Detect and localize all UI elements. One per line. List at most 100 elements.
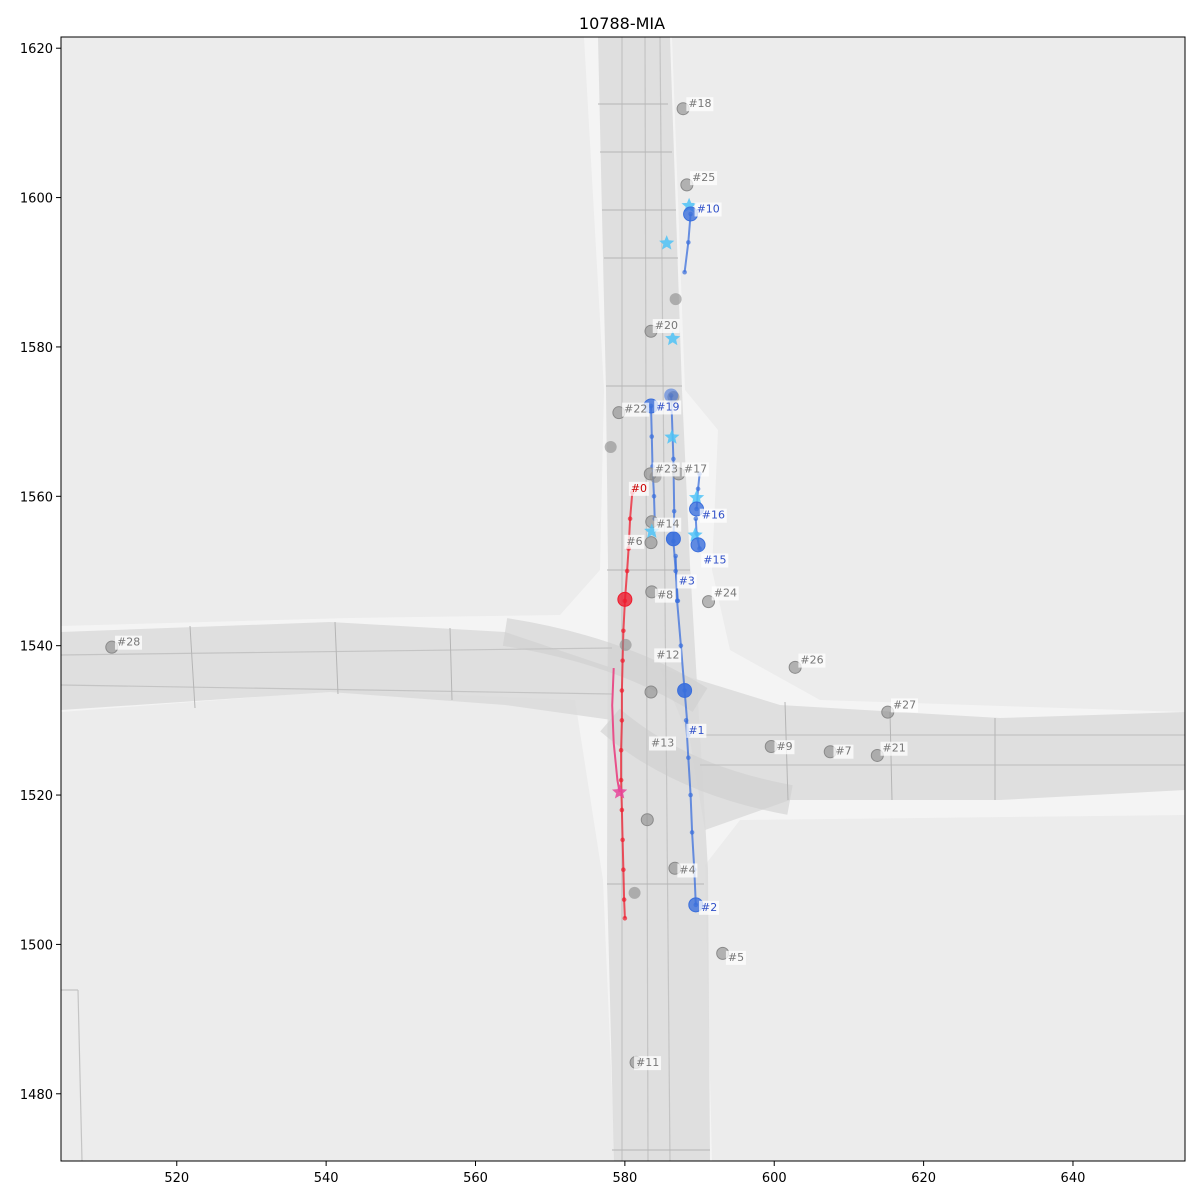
agent-label: #4 [677,863,698,878]
agent-label: #21 [880,741,908,756]
track-point [619,688,625,693]
agent-label: #2 [699,900,720,915]
agent-id-text: #10 [697,203,720,216]
agent-id-text: #3 [679,574,695,587]
label-background [649,736,677,751]
track-point [651,494,657,499]
goal-star [664,429,680,444]
label-background [694,202,722,217]
agent-marker [664,388,679,403]
agent-marker [644,536,658,550]
track-point [619,807,625,813]
agent-marker [702,595,716,609]
agent-label: #11 [634,1056,662,1071]
goal-star [644,523,660,538]
agent-id-text: #24 [714,586,737,599]
track-point [618,777,624,783]
track-point [688,792,693,798]
agent-id-text: #16 [702,509,725,522]
agent-id-text: #19 [656,400,679,413]
agent-label: #0 [628,481,649,496]
track-point [621,897,627,902]
label-background [676,574,697,589]
y-tick-label: 1500 [20,938,53,953]
track-point [671,456,676,462]
agent-label: #14 [654,517,682,532]
agent-label: #19 [654,400,682,415]
track-point [619,718,625,723]
agent-marker [640,813,654,827]
agent-id-text: #12 [656,648,679,661]
y-tick-label: 1580 [20,341,53,356]
track-point [620,658,625,663]
agent-label: #12 [654,648,682,663]
y-tick-label: 1600 [20,192,53,207]
track-point [621,867,626,873]
track-point [686,240,691,245]
x-tick-label: 640 [1061,1171,1086,1186]
agent-id-text: #5 [728,951,744,964]
agent-id-text: #9 [776,740,792,753]
track-point [695,486,701,492]
label-background [690,171,718,186]
label-background [654,400,682,415]
agent-id-text: #18 [688,97,711,110]
label-background [654,517,682,532]
y-tick-label: 1540 [20,640,53,655]
agent-label: #3 [676,574,697,589]
y-tick-label: 1620 [20,42,53,57]
y-tick-label: 1480 [20,1088,53,1103]
label-background [711,586,739,601]
x-tick-label: 620 [911,1171,936,1186]
track-point [620,837,625,843]
agent-id-text: #7 [835,745,851,758]
agent-labels: #0 #1 #2 #3 #10 #15 #16 #19 #4 #5 #6 #7 #8 #9 #11 #12 #1… [115,97,918,1071]
label-background [681,462,709,477]
label-background [654,588,675,603]
track-point [624,568,630,574]
x-tick-label: 580 [612,1171,637,1186]
agent-id-text: #21 [883,742,906,755]
agent-marker [669,293,682,306]
agent-id-text: #11 [636,1056,659,1069]
agent-label: #27 [890,698,918,713]
x-tick-label: 600 [762,1171,787,1186]
track-point [686,755,691,761]
agent-label: #26 [798,653,826,668]
label-background [798,653,826,668]
track-point [622,915,628,921]
agent-id-text: #2 [701,901,717,914]
agent-label: #1 [686,723,707,738]
agent-label: #23 [652,462,680,477]
agent-label: #6 [624,534,645,549]
agent-marker [628,886,641,899]
agent-id-text: #25 [692,171,715,184]
label-background [622,402,650,417]
agent-id-text: #23 [655,462,678,475]
agent-label: #13 [649,736,677,751]
agent-id-text: #26 [800,654,823,667]
label-background [833,744,854,759]
agent-label: #8 [654,588,675,603]
agent-marker [617,591,633,607]
agent-marker [677,683,692,698]
y-tick-label: 1520 [20,789,53,804]
label-background [890,698,918,713]
label-background [624,534,645,549]
label-background [652,319,680,334]
agent-label: #15 [701,553,729,568]
x-tick-label: 560 [463,1171,488,1186]
track-point [675,598,681,604]
agent-id-text: #28 [117,636,140,649]
agent-label: #18 [686,97,714,112]
agent-id-text: #4 [679,863,695,876]
label-background [725,950,746,965]
agent-marker [619,638,632,651]
x-tick-label: 520 [164,1171,189,1186]
agent-id-text: #13 [651,737,674,750]
goal-star [665,330,681,346]
agent-label: #24 [711,586,739,601]
track-point [678,643,684,648]
track-point [683,718,689,723]
